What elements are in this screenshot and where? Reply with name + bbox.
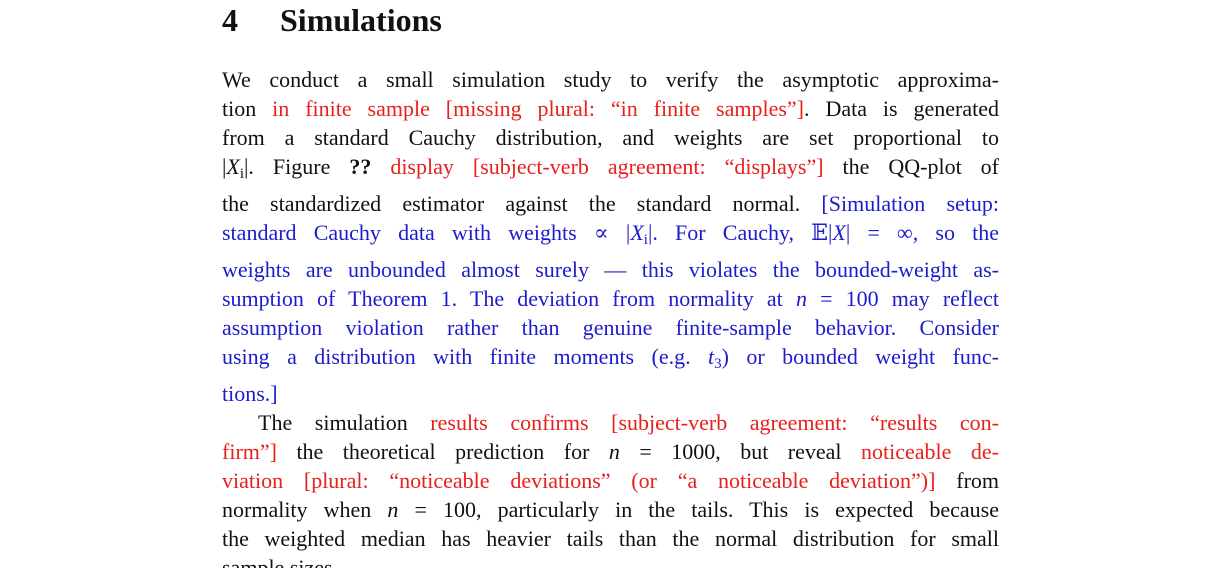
text-segment: sumption of Theorem 1. The deviation fro…	[222, 286, 796, 311]
text-segment: X	[226, 154, 240, 179]
text-segment: |. Figure	[244, 154, 350, 179]
text-segment: | = ∞, so the	[845, 220, 1000, 245]
text-segment: The simulation	[258, 410, 431, 435]
text-segment: = 100, particularly in the tails. This i…	[398, 497, 999, 522]
text-segment: firm”]	[222, 439, 277, 464]
text-line: The simulation results confirms [subject…	[222, 408, 999, 437]
text-segment: from a standard Cauchy distribution, and…	[222, 125, 999, 150]
text-segment: from	[935, 468, 1000, 493]
text-line: assumption violation rather than genuine…	[222, 313, 999, 342]
text-segment: the standardized estimator against the s…	[222, 191, 822, 216]
text-line: normality when n = 100, particularly in …	[222, 495, 999, 524]
text-line: standard Cauchy data with weights ∝ |Xi|…	[222, 218, 999, 255]
text-segment: the theoretical prediction for	[276, 439, 609, 464]
text-segment	[371, 154, 390, 179]
text-segment: 3	[714, 356, 722, 372]
text-segment: X	[630, 220, 644, 245]
text-segment: t	[708, 344, 715, 369]
text-segment: n	[387, 497, 399, 522]
text-segment: . Data is generated	[804, 96, 1000, 121]
text-segment: normality when	[222, 497, 388, 522]
text-segment: assumption violation rather than genuine…	[222, 315, 999, 340]
text-segment: the QQ-plot of	[823, 154, 1000, 179]
text-segment: |	[222, 154, 227, 179]
text-segment: n	[608, 439, 620, 464]
text-segment: in finite sample [missing plural: “in fi…	[272, 96, 805, 121]
text-segment: using a distribution with finite moments…	[222, 344, 709, 369]
text-line: firm”] the theoretical prediction for n …	[222, 437, 999, 466]
text-line: the weighted median has heavier tails th…	[222, 524, 999, 553]
text-segment: tion	[222, 96, 273, 121]
text-segment: ) or bounded weight func-	[721, 344, 999, 369]
section-heading: 4 Simulations	[222, 2, 442, 39]
text-segment: i	[239, 166, 245, 182]
text-segment: weights are unbounded almost surely — th…	[222, 257, 999, 282]
text-segment: i	[643, 232, 648, 248]
text-line: using a distribution with finite moments…	[222, 342, 999, 379]
text-segment: results confirms [subject-verb agreement…	[430, 410, 1000, 435]
text-segment: the weighted median has heavier tails th…	[222, 526, 999, 551]
text-line: sumption of Theorem 1. The deviation fro…	[222, 284, 999, 313]
text-line: tions.]	[222, 379, 999, 408]
text-line: tion in finite sample [missing plural: “…	[222, 94, 999, 123]
text-segment: viation [plural: “noticeable deviations”…	[222, 468, 936, 493]
text-segment: sample sizes.	[222, 555, 339, 568]
text-line: viation [plural: “noticeable deviations”…	[222, 466, 999, 495]
text-line: sample sizes.	[222, 553, 999, 568]
text-line: We conduct a small simulation study to v…	[222, 65, 999, 94]
text-line: weights are unbounded almost surely — th…	[222, 255, 999, 284]
body-text: We conduct a small simulation study to v…	[222, 65, 999, 568]
text-segment: noticeable de-	[861, 439, 999, 464]
text-line: |Xi|. Figure ?? display [subject-verb ag…	[222, 152, 999, 189]
text-segment: [Simulation setup:	[821, 191, 999, 216]
text-segment: n	[795, 286, 807, 311]
text-segment: display [subject-verb agreement: “displa…	[390, 154, 824, 179]
section-title: Simulations	[280, 2, 442, 38]
text-segment: X	[832, 220, 846, 245]
text-segment: |. For Cauchy, 𝔼|	[647, 220, 833, 245]
text-segment: ??	[349, 154, 372, 179]
text-segment: standard Cauchy data with weights ∝ |	[222, 220, 631, 245]
section-number: 4	[222, 2, 238, 38]
text-segment: = 100 may reflect	[806, 286, 999, 311]
text-segment: tions.]	[222, 381, 278, 406]
text-segment: We conduct a small simulation study to v…	[222, 67, 999, 92]
text-line: the standardized estimator against the s…	[222, 189, 999, 218]
text-line: from a standard Cauchy distribution, and…	[222, 123, 999, 152]
text-segment: = 1000, but reveal	[619, 439, 862, 464]
